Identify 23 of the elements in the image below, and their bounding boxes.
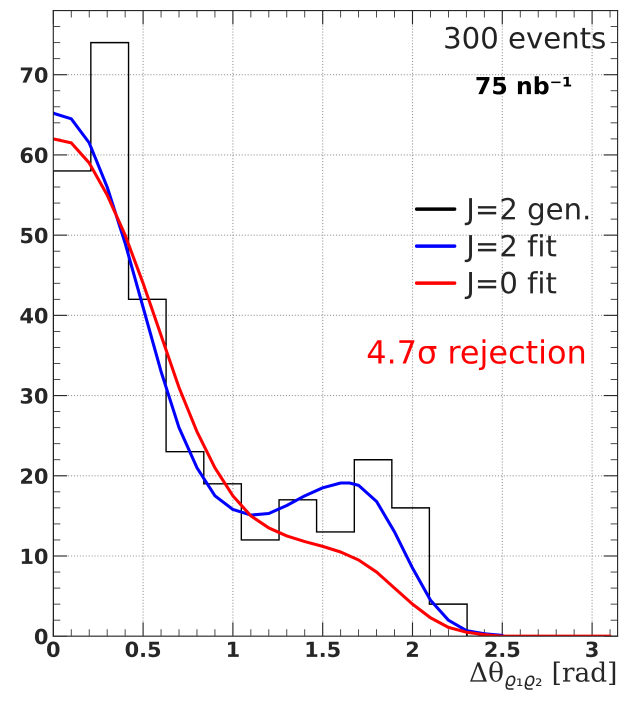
annotation: 4.7σ rejection (368, 339, 584, 370)
annotation: 300 events (445, 26, 605, 49)
y-tick-label: 40 (20, 308, 48, 324)
y-tick-label: 10 (22, 548, 48, 564)
x-tick-label: 1.5 (306, 642, 340, 658)
y-tick-label: 70 (20, 67, 48, 83)
x-tick-label: 0 (47, 641, 60, 658)
legend-label: J=0 fit (464, 271, 556, 300)
legend-label: J=2 fit (464, 234, 556, 262)
y-tick-label: 20 (21, 468, 48, 484)
x-axis-title: Δθ$_{ϱ₁ϱ₂}$ [rad] (470, 661, 616, 690)
line-series (53, 137, 612, 636)
y-tick-label: 50 (21, 228, 48, 244)
x-tick-label: 1 (228, 642, 239, 657)
y-tick-label: 0 (34, 628, 48, 644)
annotation: 75 nb⁻¹ (476, 76, 572, 95)
x-tick-label: 0.5 (126, 641, 160, 658)
y-tick-label: 60 (20, 147, 48, 164)
y-tick-label: 30 (20, 388, 48, 404)
x-tick-label: 3 (586, 641, 598, 658)
x-tick-label: 2 (406, 641, 418, 657)
x-tick-label: 2.5 (485, 641, 520, 658)
legend-label: J=2 gen. (464, 198, 588, 226)
